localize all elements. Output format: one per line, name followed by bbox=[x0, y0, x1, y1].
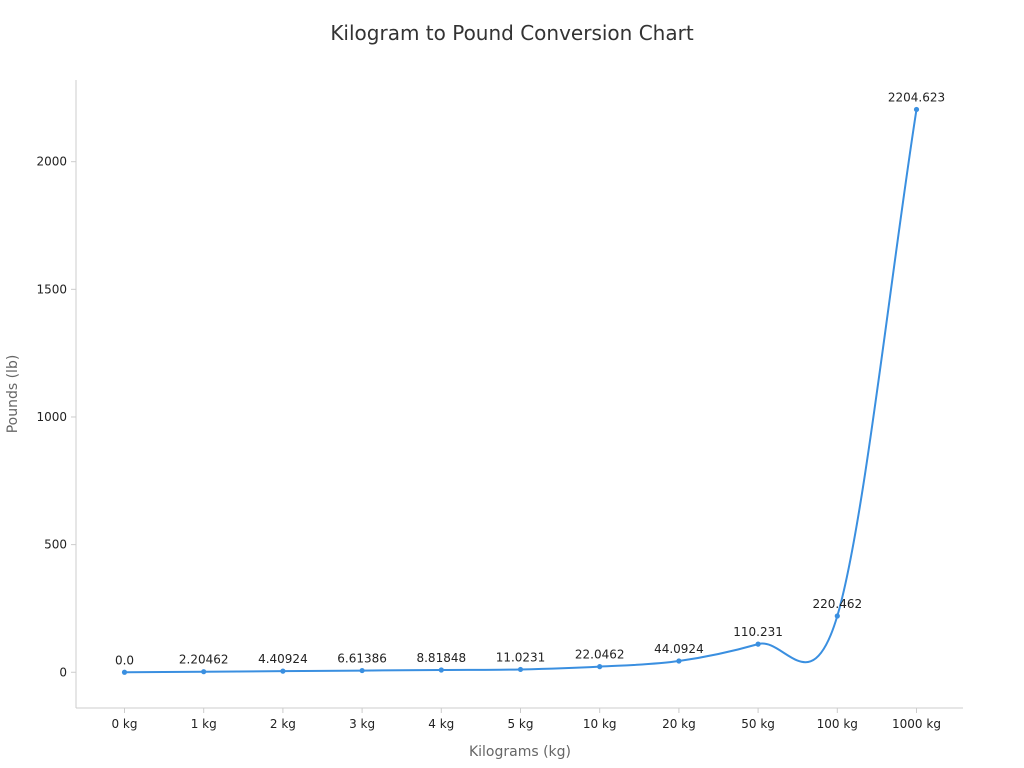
data-label: 22.0462 bbox=[575, 648, 625, 662]
data-point bbox=[597, 664, 603, 670]
x-tick-label: 10 kg bbox=[583, 717, 617, 731]
data-point bbox=[517, 666, 524, 673]
x-tick-label: 100 kg bbox=[817, 717, 858, 731]
y-tick-label: 1500 bbox=[36, 282, 67, 296]
x-tick-label: 4 kg bbox=[428, 717, 454, 731]
data-label: 11.0231 bbox=[496, 650, 546, 664]
data-point bbox=[834, 613, 840, 619]
y-axis-ticks: 0 500 1000 1500 2000 bbox=[36, 155, 76, 679]
data-label: 110.231 bbox=[733, 625, 783, 639]
x-tick-label: 20 kg bbox=[662, 717, 696, 731]
x-tick-label: 3 kg bbox=[349, 717, 375, 731]
data-label: 0.0 bbox=[115, 653, 134, 667]
x-tick-label: 5 kg bbox=[507, 717, 533, 731]
data-label: 44.0924 bbox=[654, 642, 704, 656]
data-labels-group: 0.0 2.20462 4.40924 6.61386 8.81848 11.0231 22… bbox=[115, 90, 945, 667]
x-tick-label: 2 kg bbox=[270, 717, 296, 731]
y-axis-label: Pounds (lb) bbox=[5, 355, 21, 434]
series-group bbox=[121, 106, 920, 675]
chart-title: Kilogram to Pound Conversion Chart bbox=[330, 21, 694, 45]
data-point bbox=[913, 106, 920, 113]
y-tick-label: 0 bbox=[59, 665, 67, 679]
x-axis-ticks: 0 kg 1 kg 2 kg 3 kg 4 kg 5 kg 10 kg 20 kg 50 kg 1… bbox=[111, 708, 941, 731]
data-label: 220.462 bbox=[812, 597, 862, 611]
data-label: 6.61386 bbox=[337, 652, 387, 666]
data-label: 2204.623 bbox=[888, 90, 945, 104]
x-axis-label: Kilograms (kg) bbox=[469, 744, 571, 760]
data-point bbox=[280, 668, 286, 674]
x-tick-label: 1000 kg bbox=[892, 717, 941, 731]
data-label: 4.40924 bbox=[258, 652, 308, 666]
data-point bbox=[201, 669, 207, 675]
data-point bbox=[121, 669, 128, 675]
data-point bbox=[755, 641, 761, 647]
data-label: 2.20462 bbox=[179, 653, 229, 667]
y-tick-label: 2000 bbox=[36, 155, 67, 169]
x-tick-label: 50 kg bbox=[741, 717, 775, 731]
data-point bbox=[359, 667, 365, 674]
y-tick-label: 500 bbox=[44, 538, 67, 552]
data-point bbox=[438, 667, 444, 673]
series-line bbox=[124, 109, 918, 674]
data-label: 8.81848 bbox=[416, 651, 466, 665]
x-tick-label: 0 kg bbox=[111, 717, 137, 731]
x-tick-label: 1 kg bbox=[191, 717, 217, 731]
data-point bbox=[676, 658, 682, 664]
y-tick-label: 1000 bbox=[36, 410, 67, 424]
